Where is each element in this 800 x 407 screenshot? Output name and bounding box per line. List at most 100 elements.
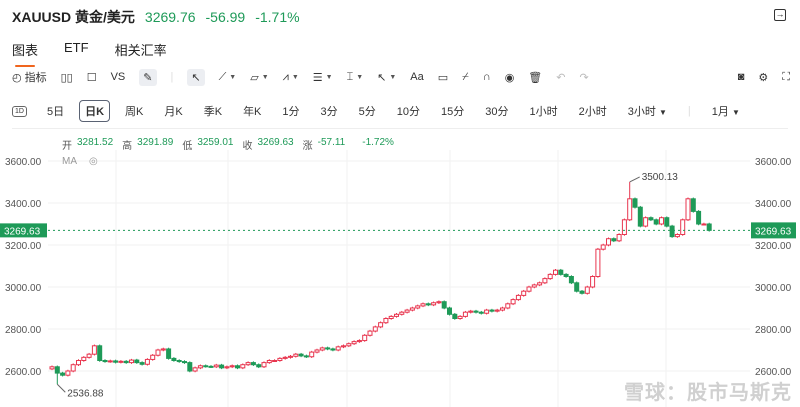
candle-up xyxy=(500,307,505,311)
indicator-button[interactable]: ◴ 指标 xyxy=(12,69,47,85)
arrow-tool-icon[interactable]: ↖ ▼ xyxy=(377,71,397,84)
1d-icon[interactable]: 1D xyxy=(12,105,27,117)
chevron-down-icon: ▼ xyxy=(658,108,667,117)
shape-tool-icon[interactable]: ▱ ▼ xyxy=(250,71,269,84)
candle-down xyxy=(653,219,659,225)
candle-down xyxy=(139,362,145,365)
divider: | xyxy=(170,71,174,83)
pen-icon[interactable]: ✎ xyxy=(139,68,157,86)
period-1h[interactable]: 1小时 xyxy=(529,106,558,118)
period-5d[interactable]: 5日 xyxy=(46,106,65,118)
eye-icon[interactable]: ◉ xyxy=(504,71,515,84)
candle-type-icon[interactable]: ▯▯ xyxy=(60,71,73,84)
candle-down xyxy=(648,217,654,221)
period-weekly[interactable]: 周K xyxy=(125,106,144,118)
candle-down xyxy=(478,311,484,314)
candle-down xyxy=(102,360,108,363)
period-1m[interactable]: 1分 xyxy=(282,106,300,118)
candle-up xyxy=(584,286,590,294)
tab-related-fx[interactable]: 相关汇率 xyxy=(114,43,167,58)
text-tool-button[interactable]: Aa xyxy=(410,71,424,83)
square-icon[interactable]: ☐ xyxy=(86,71,97,84)
candle-up xyxy=(409,307,415,311)
y-tick-left: 3200.00 xyxy=(5,241,42,252)
candle-up xyxy=(335,346,341,351)
eye-off-icon[interactable]: ◎ xyxy=(89,156,98,167)
candle-up xyxy=(245,362,251,366)
candle-up xyxy=(542,278,548,284)
period-3h[interactable]: 3小时 ▼ xyxy=(628,103,667,119)
change-label: 涨 xyxy=(302,141,313,152)
period-5m[interactable]: 5分 xyxy=(358,106,376,118)
exit-fullscreen-icon[interactable]: → xyxy=(774,9,786,21)
period-30m[interactable]: 30分 xyxy=(485,106,509,118)
redo-icon[interactable]: ↷ xyxy=(579,71,589,84)
candle-up xyxy=(91,345,97,355)
candle-up xyxy=(431,302,437,306)
camera-icon[interactable]: ◙ xyxy=(737,70,745,83)
indicator-label: 指标 xyxy=(24,72,47,84)
eraser-icon[interactable]: ⌿ xyxy=(462,70,469,83)
period-quarterly[interactable]: 季K xyxy=(203,106,223,118)
y-tick-left: 3400.00 xyxy=(5,199,42,210)
candle-up xyxy=(49,366,55,370)
period-yearly[interactable]: 年K xyxy=(243,106,262,118)
candle-up xyxy=(277,357,283,361)
high-label: 高 xyxy=(122,141,133,152)
comment-icon[interactable]: ▭ xyxy=(437,71,449,84)
candle-down xyxy=(134,359,140,364)
candle-down xyxy=(696,210,702,225)
current-price-left: 3269.63 xyxy=(4,226,41,237)
period-2h[interactable]: 2小时 xyxy=(578,106,607,118)
magnet-icon[interactable]: ∩ xyxy=(482,71,491,83)
settings-icon[interactable]: ⚙ xyxy=(758,71,769,84)
ma-legend: MA ◎ xyxy=(62,156,98,167)
price-change: -56.99 xyxy=(205,9,246,25)
min-label: 2536.88 xyxy=(67,388,104,399)
candle-down xyxy=(447,307,452,315)
candle-down xyxy=(690,198,696,212)
ohlc-legend: 开 3281.52 高 3291.89 低 3259.01 收 3269.63 涨 -57… xyxy=(62,137,398,152)
candle-up xyxy=(404,309,410,313)
candle-up xyxy=(680,219,686,236)
candle-up xyxy=(86,353,92,358)
candle-down xyxy=(473,310,479,313)
line-tool-icon[interactable]: ⟋ ▼ xyxy=(218,70,237,83)
candle-down xyxy=(706,223,712,231)
low-value: 3259.01 xyxy=(197,137,234,148)
fib-tool-icon[interactable]: ☰ ▼ xyxy=(312,71,333,84)
cursor-icon[interactable]: ↖ xyxy=(187,68,205,86)
period-monthly[interactable]: 月K xyxy=(164,106,183,118)
tab-chart[interactable]: 图表 xyxy=(12,40,38,67)
candle-up xyxy=(505,303,511,309)
candle-down xyxy=(574,282,580,292)
change-value: -57.11 xyxy=(317,137,346,148)
divider: | xyxy=(687,105,691,117)
candle-down xyxy=(330,348,336,351)
candle-down xyxy=(97,345,103,361)
undo-icon[interactable]: ↶ xyxy=(556,71,566,84)
candle-up xyxy=(616,234,622,242)
trash-icon[interactable]: 🗑 xyxy=(528,71,543,84)
period-daily[interactable]: 日K xyxy=(79,100,111,122)
y-tick-right: 3400.00 xyxy=(755,199,792,210)
vs-button[interactable]: VS xyxy=(110,71,126,83)
period-15m[interactable]: 15分 xyxy=(441,106,465,118)
candle-up xyxy=(319,347,325,351)
fullscreen-icon[interactable]: ⛶ xyxy=(782,70,790,83)
measure-tool-icon[interactable]: ⌶ ▼ xyxy=(346,70,364,83)
candle-down xyxy=(558,269,564,275)
candle-up xyxy=(537,282,543,286)
chevron-down-icon: ▼ xyxy=(731,108,740,117)
range-select[interactable]: 1月 ▼ xyxy=(712,103,740,119)
period-10m[interactable]: 10分 xyxy=(396,106,421,118)
period-3m[interactable]: 3分 xyxy=(320,106,338,118)
tab-etf[interactable]: ETF xyxy=(64,40,89,55)
watermark: 雪球：股市马斯克 xyxy=(624,382,792,404)
candle-down xyxy=(208,365,214,368)
pattern-tool-icon[interactable]: ⩘ ▼ xyxy=(282,70,299,83)
candle-down xyxy=(182,361,187,364)
candle-up xyxy=(510,299,516,305)
open-label: 开 xyxy=(62,141,72,152)
